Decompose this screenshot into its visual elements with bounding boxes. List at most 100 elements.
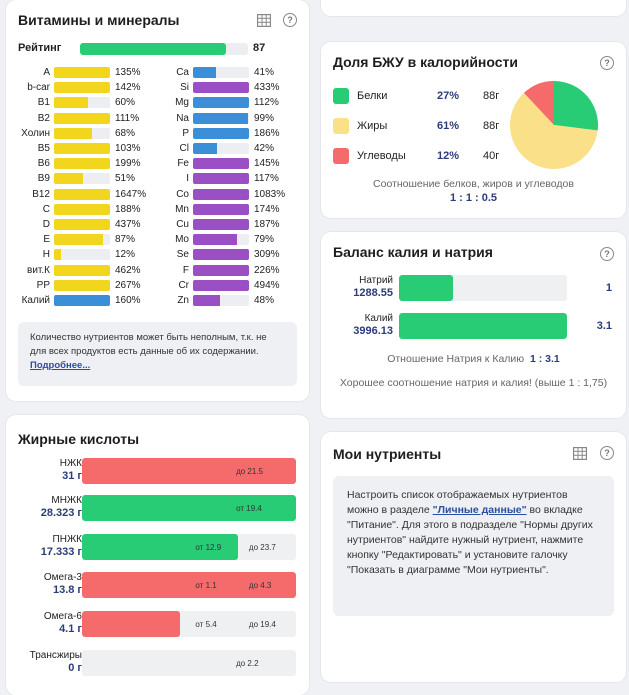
nutrient-bar [193,127,249,139]
kna-ratio-value: 1 : 3.1 [530,353,560,365]
fatty-acid-bar: от 19.4 [82,495,296,521]
nutrient-percent: 112% [254,97,279,109]
nutrient-bar-fill [54,158,110,170]
table-view-icon[interactable] [257,14,271,27]
nutrient-percent: 99% [254,112,275,124]
nutrient-percent: 111% [115,112,140,124]
nutrient-percent: 188% [115,203,141,215]
norm-marker: от 12.9 [195,543,222,552]
potassium-sodium-card: Баланс калия и натрия ? Натрий 1288.55 1 Ка… [321,232,626,418]
fatty-acid-value: 13.8 г [52,584,82,596]
nutrient-percent: 267% [115,279,141,291]
fatty-acid-name: НЖК [59,458,82,469]
nutrient-name: B6 [37,158,50,170]
nutrient-name: Mn [175,203,189,215]
fatty-acid-name: ПНЖК [52,534,82,545]
pfc-percent: 27% [437,90,460,102]
nutrient-bar [193,279,249,291]
help-icon[interactable]: ? [600,247,614,261]
kna-ratio-line: Отношение Натрия к Калию 1 : 3.1 [321,352,626,367]
nutrient-percent: 1083% [254,188,286,200]
pfc-color-swatch [333,148,349,164]
nutrient-bar [193,158,249,170]
nutrient-bar [54,203,110,215]
help-icon[interactable]: ? [283,13,297,27]
pfc-color-swatch [333,88,349,104]
help-icon[interactable]: ? [600,56,614,70]
more-link[interactable]: Подробнее... [30,360,91,371]
fatty-acid-value: 4.1 г [59,623,82,635]
nutrient-name: I [186,173,189,185]
fatty-acid-label: Омега-3 13.8 г [12,572,82,596]
nutrient-bar [54,158,110,170]
nutrient-name: Mg [175,97,189,109]
nutrient-bar [193,143,249,154]
pfc-legend-row: Углеводы 12% 40г [333,148,533,166]
fatty-acid-name: МНЖК [51,495,82,506]
nutrient-percent: 462% [115,264,141,276]
fatty-acid-label: МНЖК 28.323 г [12,495,82,519]
nutrient-bar-fill [54,279,110,291]
kna-ratio-label: Отношение Натрия к Калию [387,353,525,365]
pie-slice-2 [510,92,598,169]
nutrient-percent: 174% [254,203,280,215]
nutrient-name: F [182,264,189,276]
norm-marker: до 4.3 [248,581,272,590]
nutrient-percent: 186% [254,127,280,139]
nutrient-percent: 87% [115,234,136,246]
nutrient-bar [54,112,110,124]
kna-comment: Хорошее соотношение натрия и калия! (выш… [339,377,608,389]
nutrient-bar-fill [54,188,110,200]
fatty-acid-bar: от 1.1 до 4.3 [82,572,296,598]
norm-marker: до 23.7 [248,543,276,552]
nutrient-percent: 68% [115,127,136,139]
personal-data-link[interactable]: "Личные данные" [432,504,527,516]
kna-ratio-number: 3.1 [596,320,612,332]
nutrient-percent: 12% [115,249,136,261]
fatty-acid-value: 0 г [68,662,82,674]
nutrient-bar [54,234,110,246]
nutrient-bar-fill [54,203,110,215]
nutrient-bar [193,97,249,109]
nutrient-bar [54,188,110,200]
nutrient-bar [193,82,249,94]
my-nutrients-info: Настроить список отображаемых нутриентов… [333,476,614,616]
nutrient-name: B12 [32,188,50,200]
nutrient-bar [193,295,249,306]
pie-slice-3 [523,81,554,125]
rating-bar [80,43,248,55]
nutrient-name: Na [176,112,189,124]
nutrient-percent: 48% [254,295,275,306]
fatty-acid-bar-fill [82,495,296,521]
fatty-acid-bar-fill [82,572,296,598]
pfc-percent: 12% [437,150,460,162]
nutrient-name: B9 [37,173,50,185]
nutrient-bar [54,219,110,230]
kna-name: Натрий [359,275,393,286]
pfc-grams: 40г [483,150,500,162]
fatty-acid-bar: от 5.4 до 19.4 [82,611,296,637]
rating-value: 87 [253,42,266,54]
nutrient-percent: 51% [115,173,136,185]
nutrient-percent: 117% [254,173,279,185]
help-icon[interactable]: ? [600,446,614,460]
pfc-percent: 61% [437,120,460,132]
table-view-icon[interactable] [573,447,587,460]
nutrient-percent: 226% [254,264,280,276]
nutrient-name: PP [36,279,50,291]
nutrient-percent: 494% [254,279,280,291]
kna-label: Калий 3996.13 [333,313,393,337]
previous-card-bottom [321,0,626,16]
nutrient-name: Co [176,188,189,200]
nutrient-bar-fill [193,203,249,215]
pfc-card: Доля БЖУ в калорийности ? Белки 27% 88г Жир… [321,42,626,218]
nutrient-bar-fill [193,173,249,185]
nutrient-bar [193,112,249,124]
fatty-acid-label: Омега-6 4.1 г [12,611,82,635]
info-text-end: во вкладке "Питание". Для этого в подраз… [347,504,593,576]
nutrient-bar-fill [193,143,217,154]
pfc-ratio: 1 : 1 : 0.5 [449,192,498,204]
nutrient-name: Fe [177,158,189,170]
nutrient-name: P [182,127,189,139]
nutrient-bar-fill [193,127,249,139]
